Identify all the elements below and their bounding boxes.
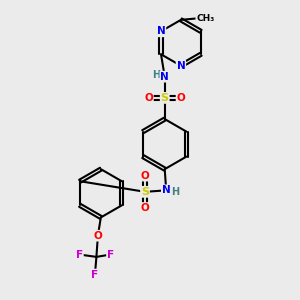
Text: F: F [76, 250, 83, 260]
Text: N: N [162, 185, 171, 195]
Text: O: O [141, 203, 149, 213]
Text: O: O [94, 231, 102, 241]
Text: CH₃: CH₃ [196, 14, 214, 23]
Text: F: F [92, 269, 98, 280]
Text: O: O [144, 93, 153, 103]
Text: N: N [160, 72, 169, 82]
Text: O: O [176, 93, 185, 103]
Text: N: N [176, 61, 185, 71]
Text: S: S [141, 187, 149, 197]
Text: F: F [107, 250, 114, 260]
Text: H: H [171, 187, 179, 197]
Text: S: S [161, 93, 169, 103]
Text: H: H [152, 70, 160, 80]
Text: O: O [141, 171, 149, 181]
Text: N: N [157, 26, 165, 36]
